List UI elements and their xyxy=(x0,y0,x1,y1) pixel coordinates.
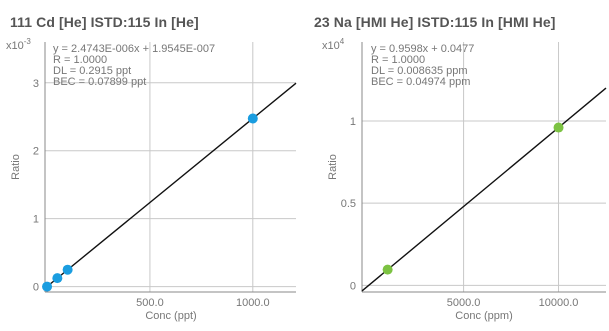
na-calibration-panel: 23 Na [HMI He] ISTD:115 In [HMI He] 0 0.5… xyxy=(310,0,609,331)
cd-calibration-panel: 111 Cd [He] ISTD:115 In [He] 0 1 2 3 500.0 10… xyxy=(0,0,302,331)
cd-calibration-chart: 0 1 2 3 500.0 1000.0 x10-3 Conc (ppt) Ratio y = 2… xyxy=(6,37,297,322)
fit-annotation: y = 0.9598x + 0.0477 xyxy=(371,43,474,55)
x-axis-label: Conc (ppt) xyxy=(145,310,196,322)
data-point xyxy=(62,264,73,275)
x-tick-label: 1000.0 xyxy=(236,297,270,309)
y-multiplier-exponent: 4 xyxy=(340,37,345,46)
y-axis-label: Ratio xyxy=(10,154,22,180)
data-point xyxy=(52,273,63,284)
fit-annotation: DL = 0.2915 ppt xyxy=(53,65,131,77)
y-tick-label: 0 xyxy=(350,280,356,292)
y-tick-label: 3 xyxy=(33,78,39,90)
y-tick-label: 0.5 xyxy=(341,198,356,210)
fit-annotation: R = 1.0000 xyxy=(371,54,425,66)
fit-line xyxy=(361,87,607,292)
chart-title: 23 Na [HMI He] ISTD:115 In [HMI He] xyxy=(314,14,556,30)
y-multiplier: x104 xyxy=(322,37,345,52)
y-axis-label: Ratio xyxy=(327,154,339,180)
data-point xyxy=(382,264,393,275)
y-multiplier-exponent: -3 xyxy=(24,37,32,46)
x-axis-label: Conc (ppm) xyxy=(455,310,512,322)
data-point xyxy=(42,281,53,292)
fit-annotation: DL = 0.008635 ppm xyxy=(371,65,468,77)
fit-line xyxy=(44,82,297,289)
x-tick-label: 500.0 xyxy=(136,297,164,309)
y-tick-label: 1 xyxy=(33,214,39,226)
na-calibration-chart: 0 0.5 1 5000.0 10000.0 x104 Conc (ppm) Ratio y =… xyxy=(322,37,607,322)
data-point xyxy=(247,113,258,124)
fit-annotation: BEC = 0.07899 ppt xyxy=(53,76,146,88)
chart-title: 111 Cd [He] ISTD:115 In [He] xyxy=(10,14,199,30)
y-multiplier: x10-3 xyxy=(6,37,31,52)
y-tick-label: 1 xyxy=(350,116,356,128)
fit-annotation: BEC = 0.04974 ppm xyxy=(371,76,470,88)
x-tick-label: 10000.0 xyxy=(539,297,579,309)
y-tick-label: 2 xyxy=(33,146,39,158)
y-tick-label: 0 xyxy=(33,282,39,294)
x-tick-label: 5000.0 xyxy=(447,297,481,309)
fit-annotation: R = 1.0000 xyxy=(53,54,107,66)
fit-annotation: y = 2.4743E-006x + 1.9545E-007 xyxy=(53,43,215,55)
data-point xyxy=(553,122,564,133)
